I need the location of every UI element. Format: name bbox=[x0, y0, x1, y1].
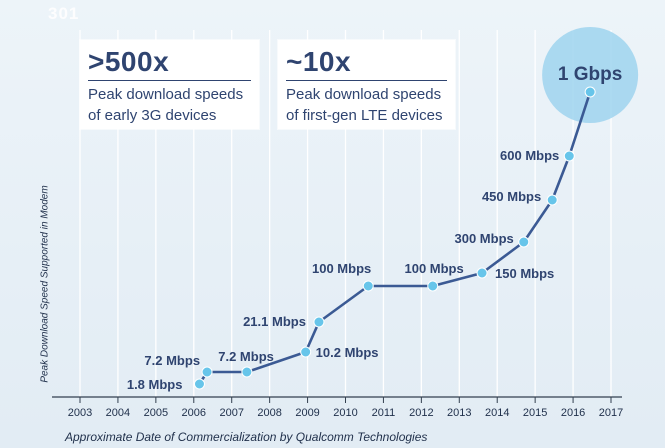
data-label-3: 10.2 Mbps bbox=[316, 345, 379, 360]
watermark-number: 301 bbox=[48, 4, 80, 23]
data-label-9: 450 Mbps bbox=[482, 189, 541, 204]
x-tick-label-2007: 2007 bbox=[219, 407, 243, 419]
callout-3g-divider bbox=[88, 80, 251, 81]
gigabit-highlight-circle bbox=[542, 27, 639, 123]
data-point-0 bbox=[193, 378, 205, 390]
data-label-2: 7.2 Mbps bbox=[218, 349, 274, 364]
data-point-4 bbox=[313, 316, 325, 328]
callout-3g: >500x Peak download speeds of early 3G d… bbox=[80, 40, 259, 129]
data-point-3 bbox=[300, 346, 312, 358]
data-point-2 bbox=[241, 366, 253, 378]
data-point-11 bbox=[584, 86, 596, 98]
data-label-4: 21.1 Mbps bbox=[243, 314, 306, 329]
x-tick-label-2010: 2010 bbox=[333, 407, 357, 419]
x-tick-label-2013: 2013 bbox=[447, 407, 471, 419]
data-labels: 1.8 Mbps 7.2 Mbps 7.2 Mbps 10.2 Mbps 21.1 Mb… bbox=[127, 64, 622, 392]
data-point-1 bbox=[201, 366, 213, 378]
x-tick-label-2017: 2017 bbox=[599, 407, 623, 419]
x-tick-label-2012: 2012 bbox=[409, 407, 433, 419]
data-label-6: 100 Mbps bbox=[404, 261, 463, 276]
data-label-0: 1.8 Mbps bbox=[127, 377, 183, 392]
x-tick-label-2003: 2003 bbox=[68, 407, 92, 419]
data-point-9 bbox=[546, 194, 558, 206]
x-tick-label-2009: 2009 bbox=[295, 407, 319, 419]
data-point-6 bbox=[427, 280, 439, 292]
callout-lte-description: Peak download speeds of first-gen LTE de… bbox=[286, 84, 442, 126]
callout-lte-multiplier: ~10x bbox=[286, 46, 352, 77]
x-tick-label-2014: 2014 bbox=[485, 407, 509, 419]
data-label-11: 1 Gbps bbox=[558, 64, 622, 85]
data-point-8 bbox=[518, 236, 530, 248]
callout-lte-line-2: of first-gen LTE devices bbox=[286, 107, 443, 124]
x-tick-label-2016: 2016 bbox=[561, 407, 585, 419]
data-point-5 bbox=[362, 280, 374, 292]
data-label-8: 300 Mbps bbox=[455, 231, 514, 246]
data-label-1: 7.2 Mbps bbox=[144, 353, 200, 368]
callout-3g-line-2: of early 3G devices bbox=[88, 107, 217, 124]
data-point-7 bbox=[476, 267, 488, 279]
data-label-10: 600 Mbps bbox=[500, 148, 559, 163]
data-point-10 bbox=[563, 150, 575, 162]
callout-3g-multiplier: >500x bbox=[88, 46, 170, 77]
data-label-5: 100 Mbps bbox=[312, 261, 371, 276]
callout-lte-divider bbox=[286, 80, 447, 81]
callout-lte-line-1: Peak download speeds bbox=[286, 86, 442, 103]
grid-lines bbox=[79, 30, 612, 397]
x-tick-label-2008: 2008 bbox=[257, 407, 281, 419]
x-tick-label-2005: 2005 bbox=[144, 407, 168, 419]
x-tick-label-2015: 2015 bbox=[523, 407, 547, 419]
y-axis-label: Peak Download Speed Supported in Modem bbox=[39, 185, 51, 383]
data-points bbox=[193, 86, 596, 390]
callout-3g-description: Peak download speeds of early 3G devices bbox=[88, 84, 243, 126]
x-tick-label-2011: 2011 bbox=[372, 407, 396, 419]
data-label-7: 150 Mbps bbox=[495, 266, 554, 281]
x-tick-label-2004: 2004 bbox=[106, 407, 130, 419]
x-axis-ticks: 2003 2004 2005 2006 2007 2008 2009 2010 2011 2012… bbox=[68, 397, 623, 419]
x-tick-label-2006: 2006 bbox=[182, 407, 206, 419]
callout-lte: ~10x Peak download speeds of first-gen L… bbox=[278, 40, 455, 129]
speed-series-line bbox=[198, 91, 592, 385]
x-axis-label: Approximate Date of Commercialization by… bbox=[65, 430, 428, 444]
callout-3g-line-1: Peak download speeds bbox=[88, 86, 244, 103]
